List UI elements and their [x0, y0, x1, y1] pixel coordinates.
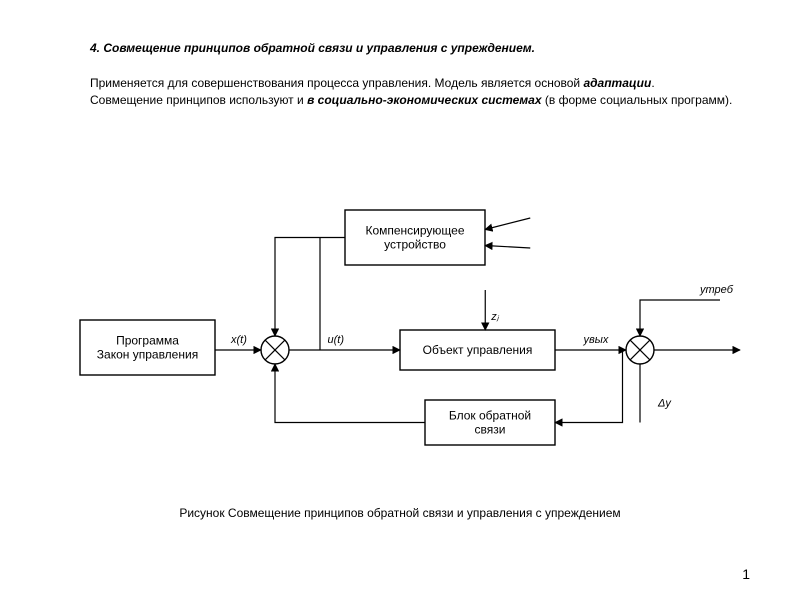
- svg-text:yтреб: yтреб: [699, 284, 734, 296]
- svg-text:Закон управления: Закон управления: [97, 348, 198, 362]
- edge-fb-to-s1: [275, 364, 425, 423]
- para-adapt: адаптации: [583, 76, 651, 90]
- page-number: 1: [742, 566, 750, 582]
- svg-text:устройство: устройство: [384, 238, 446, 252]
- svg-text:Компенсирующее: Компенсирующее: [365, 224, 464, 238]
- doc-title: 4. Совмещение принципов обратной связи и…: [90, 40, 730, 57]
- para-2b: (в форме социальных программ).: [545, 93, 732, 107]
- edge-comp-to-s1: [275, 238, 345, 337]
- figure-caption: Рисунок Совмещение принципов обратной св…: [0, 505, 800, 522]
- svg-text:yвых: yвых: [583, 334, 609, 346]
- control-diagram: ПрограммаЗакон управления Компенсирующееу…: [0, 140, 800, 500]
- svg-text:x(t): x(t): [230, 334, 247, 346]
- svg-text:u(t): u(t): [328, 334, 345, 346]
- edge-zj-to-comp-2: [485, 246, 530, 249]
- edge-y-to-fb: [555, 350, 623, 423]
- svg-text:Блок обратной: Блок обратной: [449, 409, 531, 423]
- svg-text:Программа: Программа: [116, 334, 179, 348]
- summing-junction-1: [261, 336, 289, 364]
- svg-text:Объект управления: Объект управления: [423, 343, 533, 357]
- para-1a: Применяется для совершенствования процес…: [90, 76, 583, 90]
- edge-yreq: [640, 300, 720, 336]
- summing-junction-2: [626, 336, 654, 364]
- para-emph: в социально-экономических системах: [307, 93, 541, 107]
- svg-text:zⱼ: zⱼ: [490, 311, 500, 323]
- para-2a: Совмещение принципов используют и: [90, 93, 307, 107]
- svg-text:Δy: Δy: [657, 397, 672, 409]
- svg-text:связи: связи: [475, 423, 506, 437]
- edge-zj-to-comp-1: [485, 218, 530, 230]
- doc-paragraph: Применяется для совершенствования процес…: [55, 75, 755, 109]
